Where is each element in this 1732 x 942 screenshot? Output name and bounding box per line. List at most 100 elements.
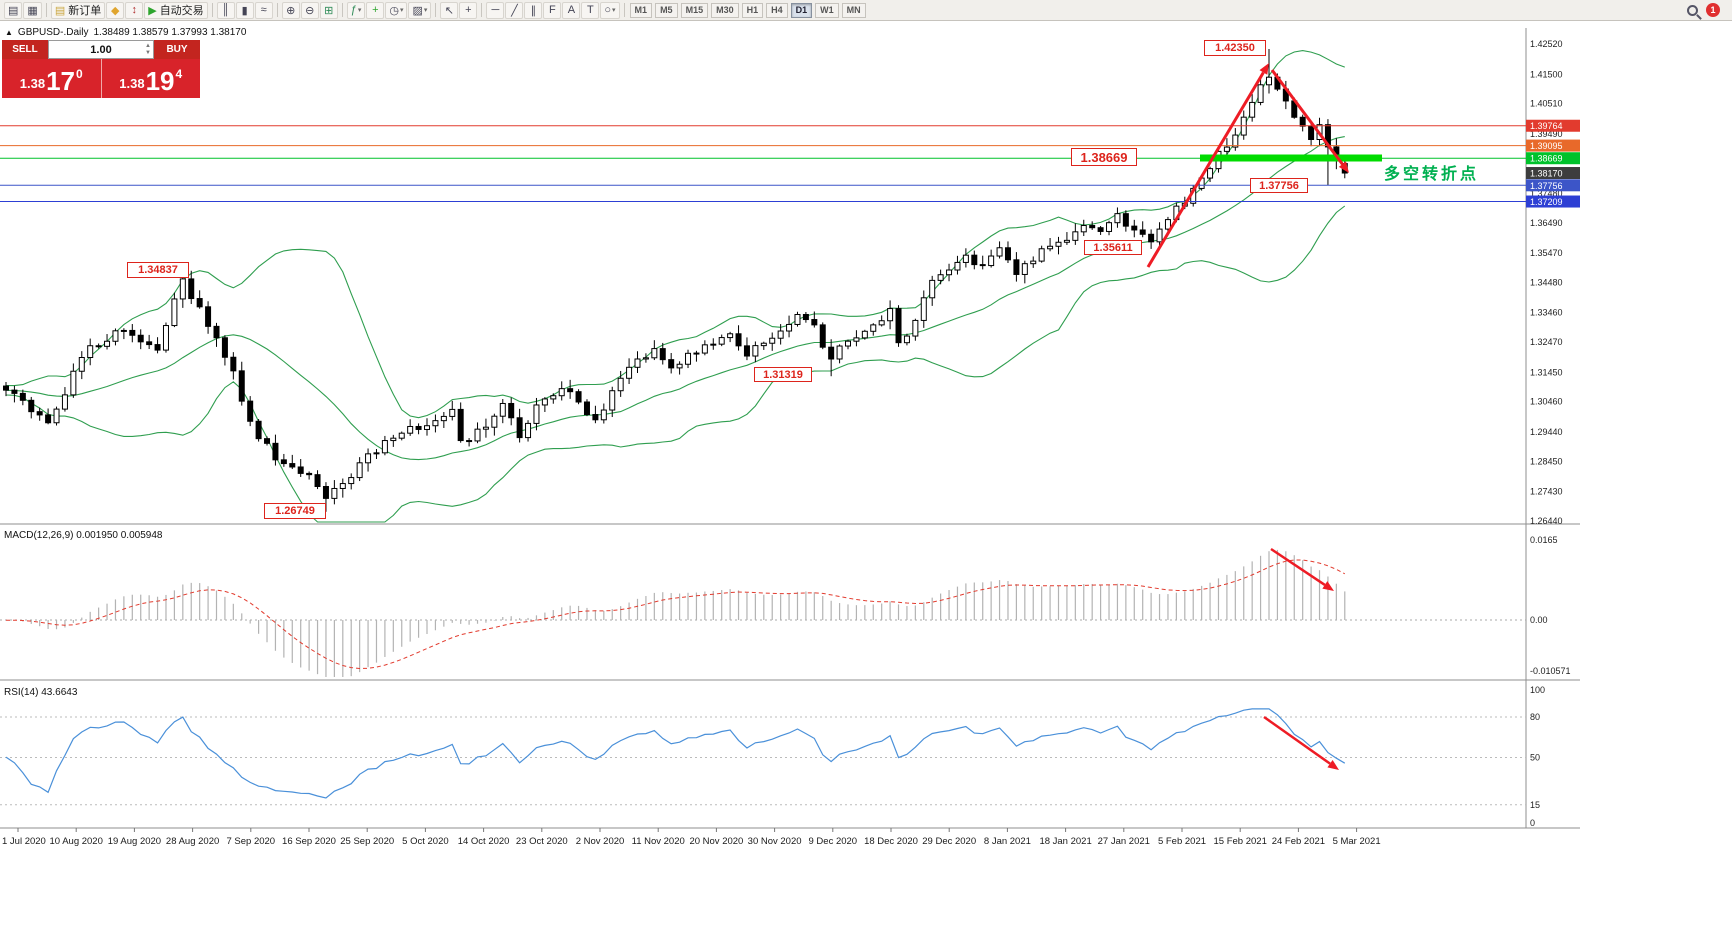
autotrade-button[interactable]: ▶ 自动交易 <box>144 1 208 19</box>
grid-icon: ⊞ <box>324 4 334 17</box>
timeframe-m30[interactable]: M30 <box>711 2 739 18</box>
timeframe-w1[interactable]: W1 <box>815 2 839 18</box>
price-annotation-1.34837[interactable]: 1.34837 <box>127 262 189 278</box>
ohlc-values: 1.38489 1.38579 1.37993 1.38170 <box>93 27 247 38</box>
svg-text:18 Dec 2020: 18 Dec 2020 <box>864 836 918 847</box>
candle-chart-type-icon: ▮ <box>241 4 248 17</box>
trade-levels-icon[interactable]: ↕ <box>125 1 144 19</box>
timeframe-h1[interactable]: H1 <box>741 2 764 18</box>
trend-arrow-line <box>1146 71 1265 268</box>
shapes-tool-icon[interactable]: ○ ▾ <box>600 1 620 19</box>
svg-text:5 Oct 2020: 5 Oct 2020 <box>402 836 448 847</box>
templates-icon[interactable]: ▨ ▾ <box>408 1 432 19</box>
volume-stepper[interactable]: ▲ ▼ <box>145 43 151 56</box>
svg-text:9 Dec 2020: 9 Dec 2020 <box>809 836 858 847</box>
price-annotation-1.42350[interactable]: 1.42350 <box>1204 40 1266 56</box>
price-annotation-1.38669[interactable]: 1.38669 <box>1071 148 1137 166</box>
svg-text:1.28450: 1.28450 <box>1530 456 1563 466</box>
chart-canvas[interactable]: 1.42520 1.41500 1.40510 1.39490 1.37480 1.364… <box>0 28 1580 860</box>
macd-label: MACD(12,26,9) 0.001950 0.005948 <box>4 530 163 541</box>
quotes-icon[interactable]: ▦ <box>23 1 42 19</box>
grid-icon[interactable]: ⊞ <box>319 1 338 19</box>
line-chart-type-icon[interactable]: ≈ <box>254 1 273 19</box>
bar-chart-type-icon[interactable]: ║ <box>216 1 235 19</box>
cursor-icon[interactable]: ↖ <box>440 1 459 19</box>
buy-price-sup: 4 <box>175 67 183 81</box>
timeframe-m15[interactable]: M15 <box>680 2 709 18</box>
rsi-label: RSI(14) 43.6643 <box>4 687 78 698</box>
add-indicator-icon[interactable]: + <box>366 1 385 19</box>
svg-text:1.37209: 1.37209 <box>1530 197 1563 207</box>
svg-text:1.36490: 1.36490 <box>1530 218 1563 228</box>
notification-badge[interactable]: 1 <box>1706 3 1720 17</box>
svg-text:30 Nov 2020: 30 Nov 2020 <box>748 836 802 847</box>
label-tool-icon[interactable]: T <box>581 1 600 19</box>
bollinger-band-upper <box>6 50 1345 419</box>
price-tag-1.38170 <box>1526 167 1580 180</box>
candle-chart-type-icon[interactable]: ▮ <box>235 1 254 19</box>
sell-label[interactable]: SELL <box>2 40 48 59</box>
thick-support-line[interactable] <box>1200 154 1382 162</box>
trend-arrows[interactable] <box>1146 63 1349 770</box>
fibonacci-tool-icon[interactable]: F <box>543 1 562 19</box>
price-annotation-1.26749[interactable]: 1.26749 <box>264 503 326 519</box>
volume-input[interactable]: 1.00 ▲ ▼ <box>48 40 154 59</box>
price-scale[interactable]: 1.42520 1.41500 1.40510 1.39490 1.37480 1.364… <box>1526 39 1580 828</box>
trendline-tool-icon[interactable]: ╱ <box>505 1 524 19</box>
channel-tool-icon[interactable]: ∥ <box>524 1 543 19</box>
price-annotation-1.37756[interactable]: 1.37756 <box>1250 178 1308 193</box>
svg-text:15: 15 <box>1530 800 1540 810</box>
indicators-icon: ƒ <box>350 4 357 16</box>
timeframe-m1[interactable]: M1 <box>629 2 653 18</box>
turning-point-note[interactable]: 多空转折点 <box>1384 166 1480 183</box>
indicators-icon[interactable]: ƒ ▾ <box>346 1 366 19</box>
zoom-in-icon[interactable]: ⊕ <box>281 1 300 19</box>
price-tag-1.37756 <box>1526 179 1580 192</box>
collapse-triangle-icon[interactable]: ▲ <box>5 28 13 37</box>
hline-tool-icon[interactable]: ─ <box>486 1 505 19</box>
toolbar-right-group: 1 <box>1687 3 1728 17</box>
crosshair-icon[interactable]: + <box>459 1 478 19</box>
svg-text:1.37480: 1.37480 <box>1530 188 1563 198</box>
svg-text:29 Dec 2020: 29 Dec 2020 <box>922 836 976 847</box>
timeframe-m5[interactable]: M5 <box>655 2 678 18</box>
svg-text:19 Aug 2020: 19 Aug 2020 <box>108 836 161 847</box>
charts-icon[interactable]: ▤ <box>4 1 23 19</box>
autotrade-icon: ▶ <box>148 4 157 17</box>
text-tool-icon[interactable]: A <box>562 1 581 19</box>
label-tool-icon: T <box>587 4 594 16</box>
main-toolbar: ▤ ▦ ▤ 新订单 ◆ ↕ ▶ 自动交易 ║ ▮ ≈ ⊕ ⊖ ⊞ ƒ ▾ + ◷ ▾ ▨ ▾ ↖ + ─ ╱ ∥ F A T ○ ▾ M1 M5… <box>0 0 1732 21</box>
toolbar-items: ▤ ▦ ▤ 新订单 ◆ ↕ ▶ 自动交易 ║ ▮ ≈ ⊕ ⊖ ⊞ ƒ ▾ + ◷ ▾ ▨ ▾ ↖ + ─ ╱ ∥ F A T ○ ▾ M1 M5… <box>4 1 867 19</box>
buy-price-base: 1.38 <box>119 76 145 91</box>
svg-text:1.32470: 1.32470 <box>1530 337 1563 347</box>
zoom-out-icon: ⊖ <box>305 4 315 17</box>
toolbar-separator <box>341 3 343 17</box>
periods-icon[interactable]: ◷ ▾ <box>385 1 408 19</box>
price-annotation-1.31319[interactable]: 1.31319 <box>754 367 812 382</box>
svg-text:2 Nov 2020: 2 Nov 2020 <box>576 836 625 847</box>
price-tag-1.39095 <box>1526 139 1580 152</box>
buy-label[interactable]: BUY <box>154 40 200 59</box>
date-axis[interactable]: 1 Jul 2020 10 Aug 2020 19 Aug 2020 28 Aug 2… <box>2 828 1381 847</box>
search-icon[interactable] <box>1687 4 1698 16</box>
svg-text:1.30460: 1.30460 <box>1530 397 1563 407</box>
svg-text:50: 50 <box>1530 753 1540 763</box>
shapes-tool-icon: ○ <box>604 4 612 16</box>
sell-button[interactable]: 1.38 17 0 <box>2 59 102 98</box>
timeframe-h4[interactable]: H4 <box>766 2 788 18</box>
zoom-out-icon[interactable]: ⊖ <box>300 1 319 19</box>
svg-text:100: 100 <box>1530 685 1545 695</box>
svg-text:1.40510: 1.40510 <box>1530 99 1563 109</box>
sell-price-sup: 0 <box>76 67 83 81</box>
timeframe-d1[interactable]: D1 <box>790 2 813 18</box>
price-annotation-1.35611[interactable]: 1.35611 <box>1084 240 1142 255</box>
timeframe-mn[interactable]: MN <box>841 2 866 18</box>
svg-text:1.37756: 1.37756 <box>1530 181 1563 191</box>
svg-text:18 Jan 2021: 18 Jan 2021 <box>1039 836 1091 847</box>
svg-text:8 Jan 2021: 8 Jan 2021 <box>984 836 1031 847</box>
deposit-icon[interactable]: ◆ <box>106 1 125 19</box>
buy-button[interactable]: 1.38 19 4 <box>101 59 200 98</box>
new-order-button[interactable]: ▤ 新订单 <box>50 1 106 19</box>
line-chart-type-icon: ≈ <box>260 4 267 16</box>
buy-price-big: 19 <box>145 66 175 96</box>
